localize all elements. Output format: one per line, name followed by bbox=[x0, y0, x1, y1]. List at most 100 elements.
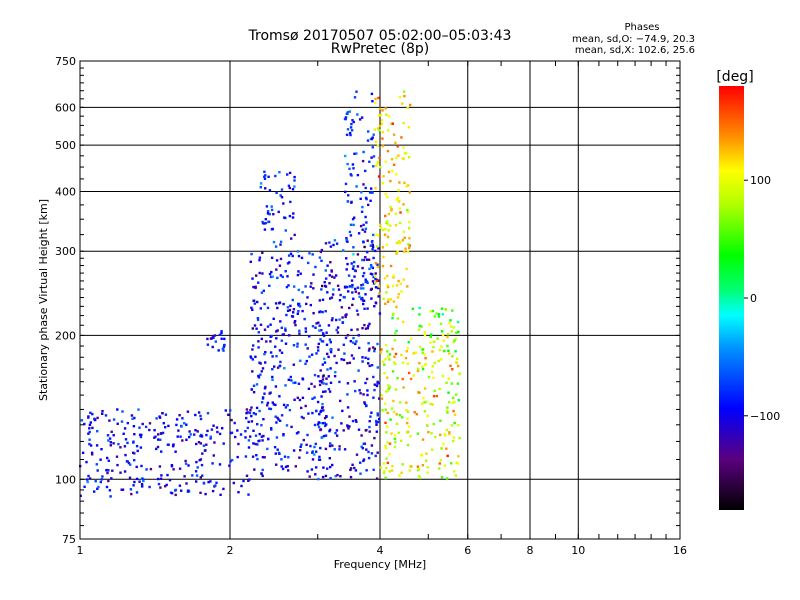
data-point bbox=[353, 260, 356, 264]
data-point bbox=[290, 379, 293, 382]
data-point bbox=[252, 344, 255, 347]
data-point bbox=[289, 252, 293, 255]
data-point bbox=[284, 465, 288, 469]
data-point bbox=[394, 388, 398, 391]
data-point bbox=[266, 212, 270, 215]
data-point bbox=[349, 126, 353, 129]
data-point bbox=[248, 478, 251, 481]
data-point bbox=[329, 381, 333, 384]
data-point bbox=[263, 177, 267, 180]
data-point bbox=[212, 336, 215, 339]
data-point bbox=[449, 319, 452, 322]
data-point bbox=[374, 302, 378, 305]
data-point bbox=[251, 370, 254, 373]
data-point bbox=[283, 367, 286, 370]
data-point bbox=[399, 211, 402, 214]
data-point bbox=[384, 402, 387, 405]
data-point bbox=[392, 300, 396, 303]
data-point bbox=[292, 381, 295, 385]
data-point bbox=[376, 245, 379, 248]
data-point bbox=[200, 433, 203, 437]
data-point bbox=[404, 356, 408, 360]
data-point bbox=[276, 329, 279, 332]
data-point bbox=[83, 485, 86, 488]
data-point bbox=[196, 430, 199, 433]
data-point bbox=[249, 260, 252, 263]
data-point bbox=[291, 216, 295, 219]
data-point bbox=[126, 460, 129, 463]
data-point bbox=[263, 387, 267, 390]
data-point bbox=[378, 417, 381, 421]
data-point bbox=[311, 411, 314, 415]
data-point bbox=[193, 433, 196, 436]
data-point bbox=[153, 429, 156, 432]
data-point bbox=[389, 298, 392, 301]
data-point bbox=[320, 395, 323, 398]
data-point bbox=[260, 472, 263, 475]
data-point bbox=[117, 442, 120, 446]
data-point bbox=[323, 416, 327, 420]
data-point bbox=[321, 298, 325, 301]
data-point bbox=[313, 373, 317, 377]
data-point bbox=[376, 414, 379, 417]
data-point bbox=[383, 363, 386, 366]
data-point bbox=[107, 459, 110, 462]
data-point bbox=[268, 189, 272, 192]
data-point bbox=[83, 422, 86, 426]
data-point bbox=[167, 443, 170, 446]
data-point bbox=[115, 455, 119, 458]
data-point bbox=[431, 365, 434, 368]
data-point bbox=[394, 434, 397, 437]
data-point bbox=[260, 401, 264, 404]
data-point bbox=[379, 113, 383, 117]
data-point bbox=[347, 194, 350, 197]
data-point bbox=[395, 252, 398, 255]
data-point bbox=[204, 492, 207, 496]
data-point bbox=[317, 477, 320, 481]
data-point bbox=[88, 442, 91, 446]
data-point bbox=[87, 416, 90, 419]
data-point bbox=[267, 175, 270, 178]
data-point bbox=[258, 432, 261, 436]
data-point bbox=[371, 100, 374, 103]
data-point bbox=[327, 375, 330, 378]
data-point bbox=[214, 340, 217, 343]
data-point bbox=[364, 196, 368, 200]
data-point bbox=[149, 467, 153, 471]
data-point bbox=[100, 478, 104, 481]
data-point bbox=[233, 421, 236, 425]
data-point bbox=[305, 451, 309, 454]
data-point bbox=[96, 469, 99, 472]
data-point bbox=[270, 270, 273, 274]
data-point bbox=[408, 227, 411, 230]
data-point bbox=[160, 474, 163, 477]
data-point bbox=[346, 262, 349, 266]
data-point bbox=[406, 285, 409, 288]
data-point bbox=[356, 265, 360, 268]
data-point bbox=[365, 280, 369, 283]
data-point bbox=[342, 343, 345, 346]
data-point bbox=[367, 362, 370, 365]
data-point bbox=[325, 343, 329, 346]
data-point bbox=[398, 207, 401, 210]
data-point bbox=[401, 361, 405, 364]
data-point bbox=[95, 463, 98, 466]
data-point bbox=[362, 393, 365, 396]
data-point bbox=[271, 401, 274, 404]
data-point bbox=[261, 456, 265, 459]
data-point bbox=[372, 275, 375, 279]
data-point bbox=[130, 492, 133, 496]
data-point bbox=[221, 427, 224, 430]
data-point bbox=[215, 426, 219, 429]
data-point bbox=[427, 430, 430, 434]
data-point bbox=[280, 339, 283, 342]
data-point bbox=[346, 393, 349, 396]
data-point bbox=[382, 175, 385, 178]
data-point bbox=[410, 465, 413, 468]
data-point bbox=[89, 421, 92, 424]
data-point bbox=[322, 374, 325, 377]
data-point bbox=[298, 456, 301, 459]
data-point bbox=[350, 279, 354, 282]
data-point bbox=[153, 436, 156, 439]
data-point bbox=[397, 431, 400, 434]
